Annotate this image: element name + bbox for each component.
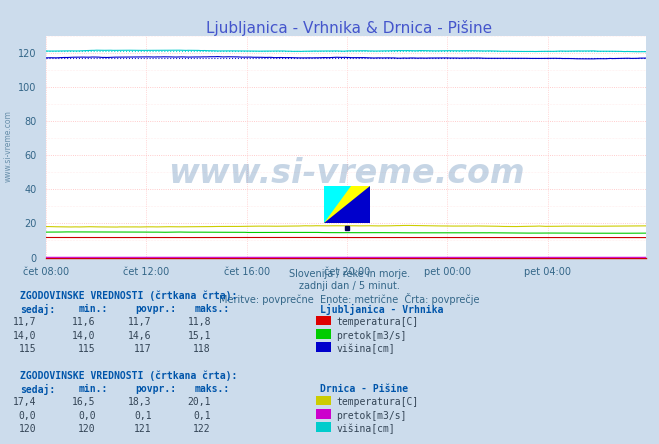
Text: www.si-vreme.com: www.si-vreme.com: [167, 157, 525, 190]
Text: pretok[m3/s]: pretok[m3/s]: [336, 411, 407, 421]
Text: 14,0: 14,0: [72, 331, 96, 341]
Text: 120: 120: [78, 424, 96, 434]
Text: 121: 121: [134, 424, 152, 434]
Text: 0,0: 0,0: [18, 411, 36, 421]
Text: 0,1: 0,1: [193, 411, 211, 421]
Text: Ljubljanica - Vrhnika: Ljubljanica - Vrhnika: [320, 304, 443, 315]
Text: višina[cm]: višina[cm]: [336, 424, 395, 434]
Text: povpr.:: povpr.:: [135, 304, 176, 314]
Text: pretok[m3/s]: pretok[m3/s]: [336, 331, 407, 341]
Text: 11,7: 11,7: [13, 317, 36, 328]
Text: 118: 118: [193, 344, 211, 354]
Text: 15,1: 15,1: [187, 331, 211, 341]
Text: Ljubljanica - Vrhnika & Drnica - Pišine: Ljubljanica - Vrhnika & Drnica - Pišine: [206, 20, 492, 36]
Text: višina[cm]: višina[cm]: [336, 344, 395, 354]
Text: min.:: min.:: [79, 384, 109, 394]
Text: 20,1: 20,1: [187, 397, 211, 408]
Text: sedaj:: sedaj:: [20, 304, 55, 315]
Text: 122: 122: [193, 424, 211, 434]
Text: 117: 117: [134, 344, 152, 354]
Text: zadnji dan / 5 minut.: zadnji dan / 5 minut.: [299, 281, 400, 291]
Text: 11,6: 11,6: [72, 317, 96, 328]
Text: 14,6: 14,6: [128, 331, 152, 341]
Text: Slovenija / reke in morje.: Slovenija / reke in morje.: [289, 269, 410, 279]
Text: maks.:: maks.:: [194, 384, 229, 394]
Text: 115: 115: [18, 344, 36, 354]
Text: 0,0: 0,0: [78, 411, 96, 421]
Polygon shape: [324, 186, 351, 223]
Text: temperatura[C]: temperatura[C]: [336, 397, 418, 408]
Text: sedaj:: sedaj:: [20, 384, 55, 395]
Text: Meritve: povprečne  Enote: metrične  Črta: povprečje: Meritve: povprečne Enote: metrične Črta:…: [219, 293, 480, 305]
Text: ZGODOVINSKE VREDNOSTI (črtkana črta):: ZGODOVINSKE VREDNOSTI (črtkana črta):: [20, 371, 237, 381]
Text: povpr.:: povpr.:: [135, 384, 176, 394]
Text: 17,4: 17,4: [13, 397, 36, 408]
Bar: [324, 186, 370, 223]
Text: 0,1: 0,1: [134, 411, 152, 421]
Text: Drnica - Pišine: Drnica - Pišine: [320, 384, 408, 394]
Text: 16,5: 16,5: [72, 397, 96, 408]
Text: 11,8: 11,8: [187, 317, 211, 328]
Text: min.:: min.:: [79, 304, 109, 314]
Text: ZGODOVINSKE VREDNOSTI (črtkana črta):: ZGODOVINSKE VREDNOSTI (črtkana črta):: [20, 291, 237, 301]
Polygon shape: [324, 186, 370, 223]
Text: www.si-vreme.com: www.si-vreme.com: [3, 111, 13, 182]
Text: 120: 120: [18, 424, 36, 434]
Text: 11,7: 11,7: [128, 317, 152, 328]
Text: temperatura[C]: temperatura[C]: [336, 317, 418, 328]
Text: 14,0: 14,0: [13, 331, 36, 341]
Text: maks.:: maks.:: [194, 304, 229, 314]
Text: 115: 115: [78, 344, 96, 354]
Text: 18,3: 18,3: [128, 397, 152, 408]
